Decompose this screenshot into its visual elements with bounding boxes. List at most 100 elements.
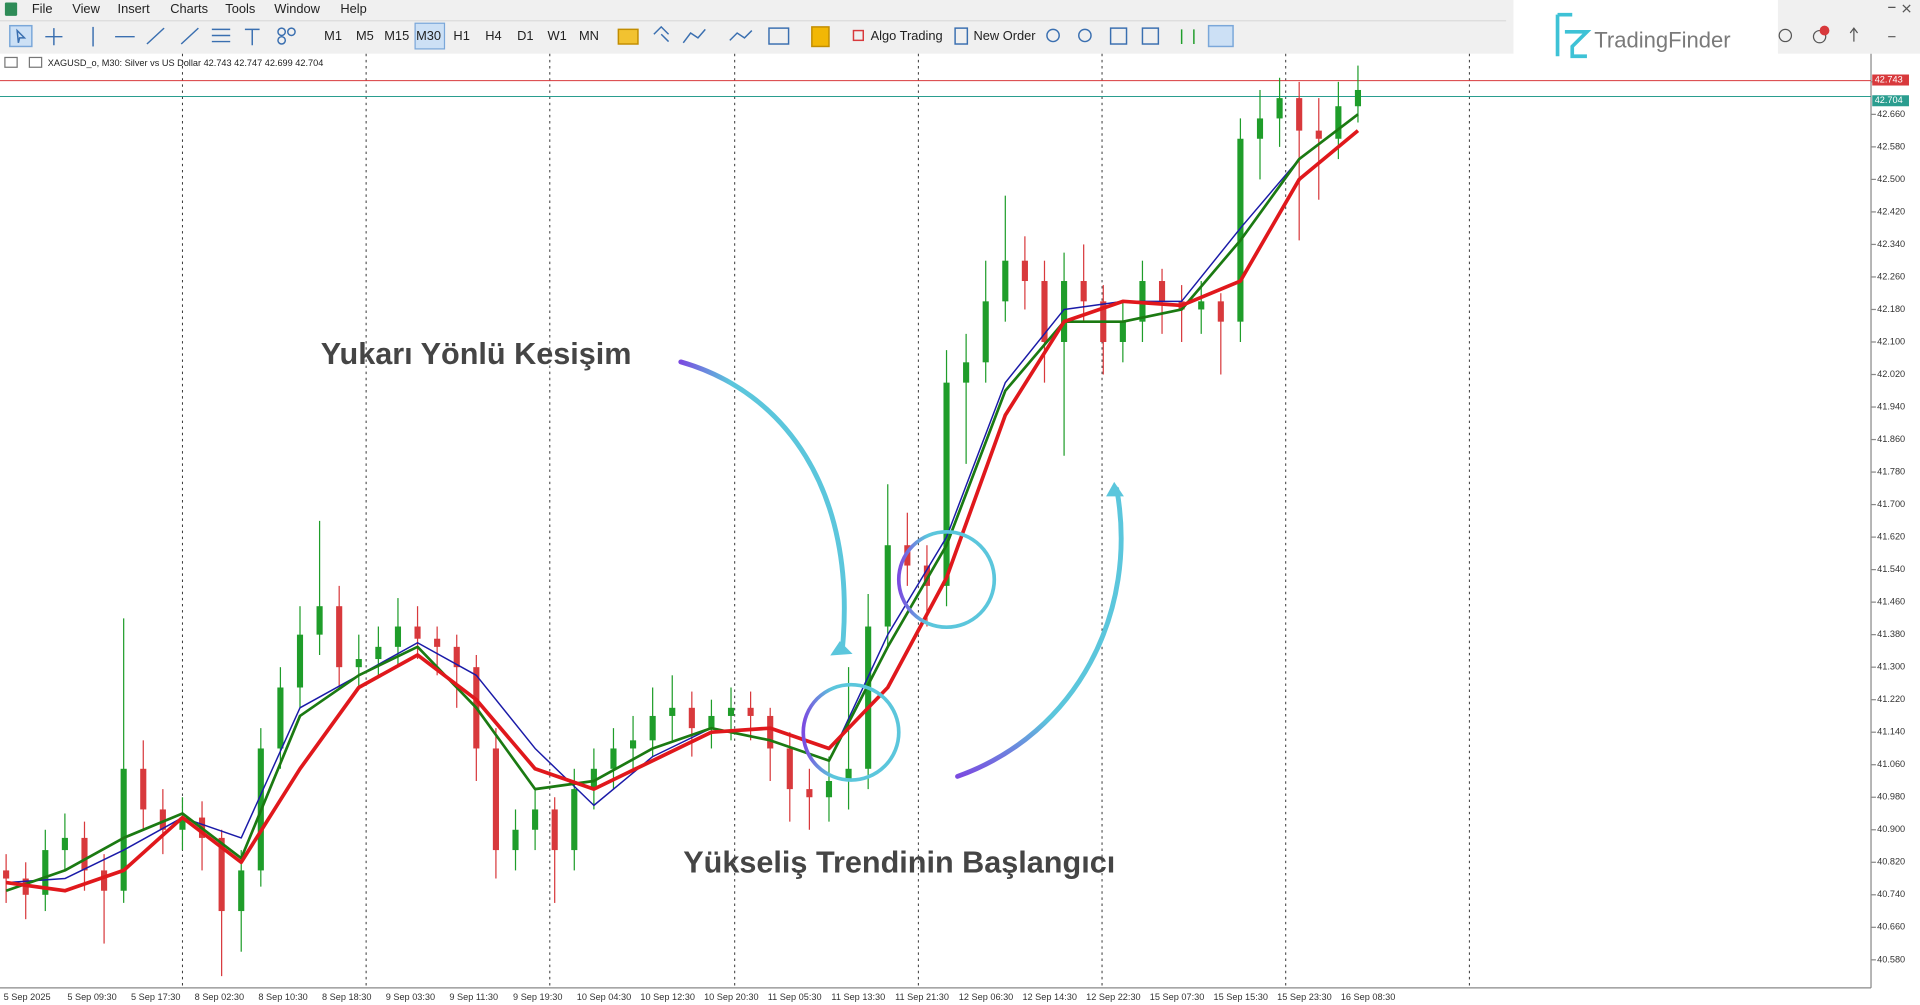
y-tick-label: 42.580 [1877, 141, 1905, 151]
y-tick-label: 42.340 [1877, 239, 1905, 249]
candle-body [492, 748, 499, 851]
y-tick-label: 42.020 [1877, 369, 1905, 379]
candle-body [238, 870, 245, 912]
candle-body [1354, 89, 1362, 107]
chart-icon [28, 56, 43, 68]
candle-body [923, 565, 930, 586]
candle-body [688, 707, 695, 729]
y-tick-label: 41.700 [1877, 499, 1905, 509]
candle-body [727, 707, 735, 716]
candle-body [218, 837, 225, 912]
candle-body [1061, 281, 1068, 342]
x-tick-label: 5 Sep 09:30 [67, 992, 116, 1002]
y-tick-label: 40.980 [1877, 792, 1905, 802]
y-tick-label: 40.820 [1877, 857, 1905, 867]
day-separators [181, 53, 1470, 988]
candle-body [1080, 281, 1087, 302]
timeframe-button[interactable]: D1 [517, 28, 533, 43]
candle-body [316, 606, 323, 635]
annotation: Yükseliş Trendinin Başlangıcı [683, 845, 1115, 879]
x-tick-label: 8 Sep 02:30 [195, 992, 244, 1002]
candle-body [434, 638, 441, 647]
y-tick-label: 41.780 [1877, 466, 1905, 476]
menu-item[interactable]: File [32, 1, 53, 16]
candle-body [1021, 260, 1028, 282]
menu-item[interactable]: Help [340, 1, 366, 16]
y-tick-label: 40.580 [1877, 954, 1905, 964]
y-tick-label: 40.900 [1877, 824, 1905, 834]
candle-body [1335, 106, 1342, 139]
x-tick-label: 11 Sep 21:30 [895, 992, 949, 1002]
y-tick-label: 41.860 [1877, 434, 1905, 444]
candle-body [296, 634, 304, 688]
y-tick-label: 42.500 [1877, 174, 1905, 184]
x-tick-label: 9 Sep 19:30 [513, 992, 562, 1002]
candle-body [786, 748, 793, 790]
candle-body [336, 606, 343, 668]
candle-body [708, 715, 715, 729]
window-controls [1778, 4, 1911, 44]
candle-body [747, 707, 754, 716]
candle-body [61, 837, 68, 851]
menu-item[interactable]: View [72, 1, 100, 16]
algo-trading-button[interactable]: Algo Trading [871, 28, 943, 43]
timeframe-button[interactable]: M15 [384, 28, 409, 43]
y-tick-label: 40.740 [1877, 889, 1905, 899]
candle-body [101, 870, 108, 891]
timeframe-button[interactable]: H4 [485, 28, 501, 43]
logo-text: TradingFinder [1594, 27, 1730, 52]
candle-body [571, 789, 578, 851]
moving-average [5, 129, 1360, 893]
y-tick-label: 40.660 [1877, 922, 1905, 932]
candle-body [551, 809, 558, 851]
candle-body [963, 362, 970, 383]
moving-average [5, 113, 1359, 893]
candle-body [630, 740, 637, 749]
timeframe-button[interactable]: W1 [548, 28, 567, 43]
timeframe-button[interactable]: M5 [356, 28, 374, 43]
candle-body [355, 659, 362, 668]
candle-body [81, 837, 88, 871]
timeframe-button[interactable]: M1 [324, 28, 342, 43]
candle-body [825, 780, 833, 798]
candle-body [159, 809, 166, 830]
timeframe-button[interactable]: H1 [453, 28, 469, 43]
candle-body [845, 768, 852, 781]
x-tick-label: 15 Sep 23:30 [1277, 992, 1332, 1002]
new-order-button[interactable]: New Order [973, 28, 1036, 43]
y-tick-label: 41.540 [1877, 564, 1905, 574]
menu-item[interactable]: Charts [170, 1, 208, 16]
candle-body [1198, 301, 1205, 310]
candle-body [375, 646, 382, 660]
candle-body [453, 646, 460, 668]
menu-item[interactable]: Insert [118, 1, 151, 16]
plot [0, 65, 1872, 977]
candle-body [767, 715, 774, 749]
timeframe-button[interactable]: M30 [416, 28, 441, 43]
candle-body [179, 817, 186, 830]
timeframe-button[interactable]: MN [579, 28, 599, 43]
candle-body [982, 301, 989, 363]
y-tick-label: 42.180 [1877, 304, 1905, 314]
x-tick-label: 9 Sep 03:30 [386, 992, 435, 1002]
candle-body [1315, 130, 1322, 139]
candle-body [590, 768, 597, 790]
chart-header: XAGUSD_o, M30: Silver vs US Dollar 42.74… [48, 58, 324, 68]
candle-body [669, 707, 676, 716]
candle-body [1276, 98, 1283, 119]
logo-icon [1555, 12, 1592, 59]
x-tick-label: 12 Sep 14:30 [1022, 992, 1077, 1002]
menu-item[interactable]: Window [274, 1, 320, 16]
chart-icon [4, 56, 18, 68]
y-tick-label: 41.940 [1877, 401, 1905, 411]
candle-body [42, 850, 49, 895]
candle-body [649, 715, 656, 741]
menu-item[interactable]: Tools [225, 1, 255, 16]
candle-body [1119, 321, 1126, 342]
y-tick-label: 41.300 [1877, 662, 1905, 672]
candle-body [1002, 260, 1009, 302]
candle-body [532, 809, 539, 830]
candle-body [1158, 281, 1166, 302]
candle-body [277, 687, 284, 749]
